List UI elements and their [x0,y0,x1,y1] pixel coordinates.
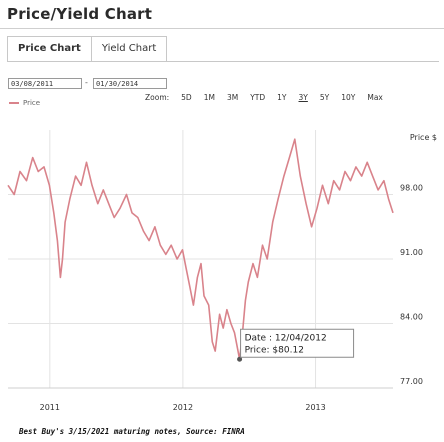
chart-series [7,138,394,361]
zoom-5d-button[interactable]: 5D [181,93,192,102]
zoom-label: Zoom: [145,93,170,102]
zoom-1y-button[interactable]: 1Y [277,93,287,102]
legend-label: Price [23,99,41,107]
legend-swatch [9,102,19,104]
chart-axes: 77.00 84.00 91.00 98.00 2011 2012 2013 Price $ [8,133,437,412]
zoom-1m-button[interactable]: 1M [203,93,215,102]
tab-yield-chart[interactable]: Yield Chart [91,36,168,62]
y-tick-label: 84.00 [400,313,423,322]
zoom-ytd-button[interactable]: YTD [250,93,266,102]
price-series-line [7,138,394,361]
zoom-bar: Zoom: 5D 1M 3M YTD 1Y 3Y 5Y 10Y Max [145,93,389,105]
range-separator: - [85,78,88,87]
x-tick-label: 2013 [305,403,325,412]
chart-legend[interactable]: Price [9,99,40,107]
y-tick-label: 98.00 [400,184,423,193]
zoom-max-button[interactable]: Max [367,93,383,102]
zoom-5y-button[interactable]: 5Y [319,93,330,102]
tooltip-box [240,328,355,358]
title-divider [0,28,444,29]
zoom-3y-button[interactable]: 3Y [298,93,308,102]
y-axis-label: Price $ [410,133,437,142]
chart-tooltip: Date : 12/04/2012 Price: $80.12 [237,328,355,362]
chart-tabs: Price Chart Yield Chart [7,36,168,62]
x-tick-label: 2011 [40,403,60,412]
zoom-3m-button[interactable]: 3M [226,93,239,102]
x-tick-label: 2012 [173,403,193,412]
tabs-divider [7,61,439,62]
tab-price-chart[interactable]: Price Chart [7,36,92,62]
range-from-input[interactable] [8,78,82,89]
y-tick-label: 91.00 [400,248,423,257]
zoom-10y-button[interactable]: 10Y [341,93,356,102]
tooltip-date: Date : 12/04/2012 [245,333,327,343]
tooltip-price: Price: $80.12 [245,345,304,355]
page-title: Price/Yield Chart [7,5,153,23]
tooltip-point [237,356,243,362]
range-to-input[interactable] [93,78,167,89]
footnote: Best Buy's 3/15/2021 maturing notes, Sou… [19,427,245,436]
y-tick-label: 77.00 [400,377,423,386]
